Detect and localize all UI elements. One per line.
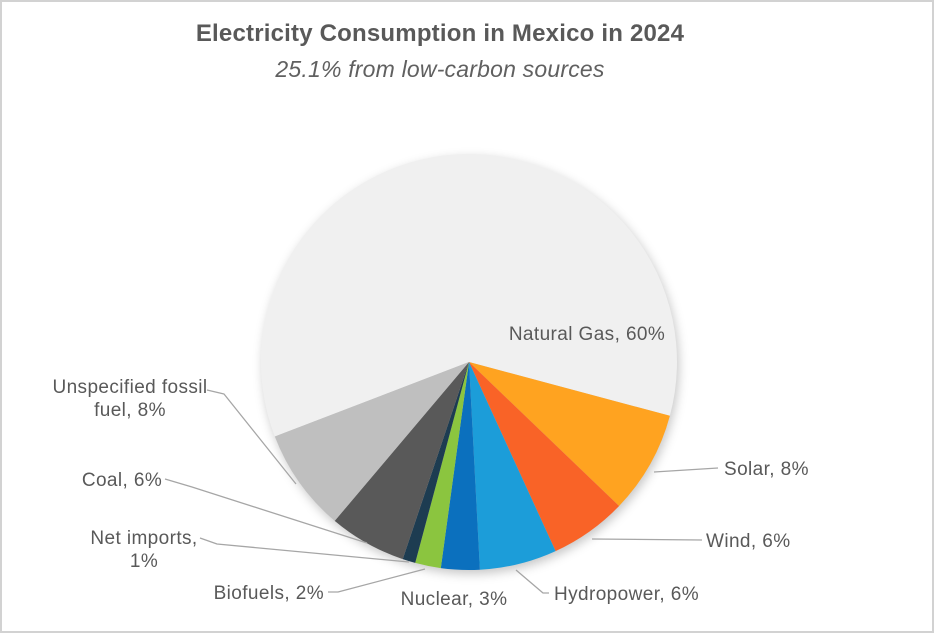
pie-slice-net-imports[interactable] — [402, 362, 469, 563]
pie-slices-group — [260, 153, 677, 570]
slice-label-wind: Wind, 6% — [706, 531, 791, 552]
slice-label-hydropower: Hydropower, 6% — [554, 584, 699, 605]
slice-label-natural-gas: Natural Gas, 60% — [509, 324, 665, 345]
leader-line-net-imports — [199, 537, 410, 563]
slice-label-net-imports: Net imports, 1% — [90, 528, 197, 572]
chart-title: Electricity Consumption in Mexico in 202… — [195, 20, 685, 47]
pie-slice-wind[interactable] — [469, 362, 620, 552]
chart-subtitle: 25.1% from low-carbon sources — [275, 56, 605, 82]
leader-line-biofuels — [328, 568, 426, 593]
slice-label-biofuels: Biofuels, 2% — [214, 583, 324, 604]
pie-slice-biofuels[interactable] — [415, 362, 469, 569]
leader-line-wind — [591, 538, 703, 541]
pie-slice-solar[interactable] — [469, 362, 670, 506]
leader-line-coal — [164, 478, 368, 544]
leader-lines-group — [164, 389, 719, 594]
pie-slice-unspecified-fossil-fuel[interactable] — [274, 362, 469, 521]
leader-line-solar — [653, 467, 719, 473]
slice-labels-group: Natural Gas, 60% Solar, 8% Wind, 6% Hydropo… — [52, 324, 808, 610]
pie-slice-natural-gas[interactable] — [260, 153, 677, 437]
pie-slice-nuclear[interactable] — [440, 362, 480, 570]
slice-label-nuclear: Nuclear, 3% — [401, 589, 508, 610]
pie-slice-coal[interactable] — [334, 362, 469, 560]
slice-label-coal: Coal, 6% — [82, 470, 162, 491]
leader-line-hydropower — [515, 569, 549, 594]
leader-line-unspecified-fossil-fuel — [206, 389, 297, 485]
pie-slice-hydropower[interactable] — [469, 362, 556, 570]
slice-label-unspecified-fossil-fuel: Unspecified fossil fuel, 8% — [52, 377, 207, 421]
slice-label-solar: Solar, 8% — [724, 459, 809, 480]
